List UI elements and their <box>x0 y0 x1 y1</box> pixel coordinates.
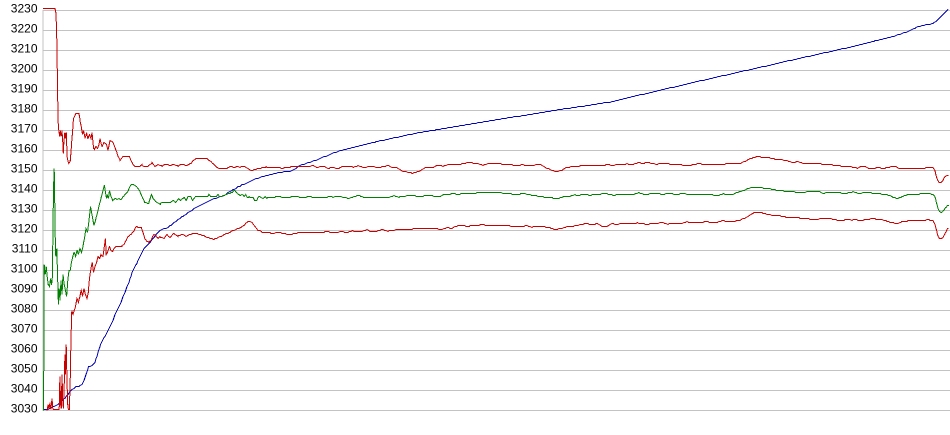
svg-text:3120: 3120 <box>11 222 38 236</box>
svg-text:3150: 3150 <box>11 162 38 176</box>
svg-text:3030: 3030 <box>11 402 38 416</box>
svg-text:3220: 3220 <box>11 22 38 36</box>
svg-text:3070: 3070 <box>11 322 38 336</box>
svg-text:3130: 3130 <box>11 202 38 216</box>
svg-text:3110: 3110 <box>12 242 38 256</box>
svg-text:3140: 3140 <box>11 182 38 196</box>
svg-text:3080: 3080 <box>11 302 38 316</box>
svg-text:3170: 3170 <box>11 122 38 136</box>
svg-text:3060: 3060 <box>11 342 38 356</box>
svg-text:3200: 3200 <box>11 62 38 76</box>
svg-text:3100: 3100 <box>11 262 38 276</box>
svg-text:3040: 3040 <box>11 382 38 396</box>
svg-text:3160: 3160 <box>11 142 38 156</box>
svg-text:3180: 3180 <box>11 102 38 116</box>
svg-text:3050: 3050 <box>11 362 38 376</box>
svg-text:3230: 3230 <box>11 2 38 16</box>
svg-text:3190: 3190 <box>11 82 38 96</box>
svg-text:3210: 3210 <box>11 42 38 56</box>
svg-text:3090: 3090 <box>11 282 38 296</box>
